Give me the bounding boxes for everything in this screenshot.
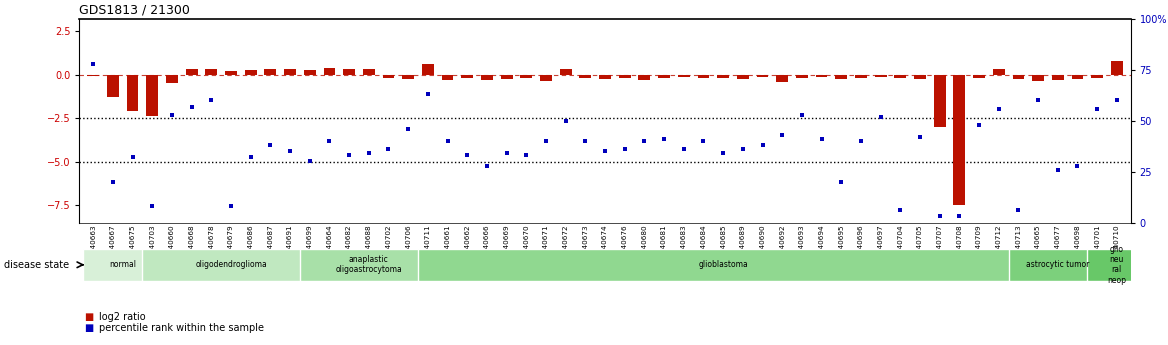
Bar bbox=[933, 75, 946, 127]
Bar bbox=[993, 69, 1004, 75]
Bar bbox=[481, 75, 493, 80]
Bar bbox=[1091, 75, 1103, 78]
Text: glioblastoma: glioblastoma bbox=[698, 260, 748, 269]
FancyBboxPatch shape bbox=[418, 249, 1028, 280]
Bar bbox=[1111, 61, 1122, 75]
Bar bbox=[835, 75, 847, 79]
Text: GDS1813 / 21300: GDS1813 / 21300 bbox=[79, 3, 190, 17]
Bar bbox=[521, 75, 533, 78]
Bar bbox=[383, 75, 395, 78]
Bar bbox=[245, 70, 257, 75]
Bar bbox=[757, 75, 769, 77]
Bar bbox=[895, 75, 906, 78]
Bar bbox=[284, 69, 296, 75]
Bar bbox=[264, 69, 277, 75]
FancyBboxPatch shape bbox=[300, 249, 438, 280]
Text: astrocytic tumor: astrocytic tumor bbox=[1027, 260, 1090, 269]
Bar bbox=[795, 75, 808, 78]
Bar bbox=[1013, 75, 1024, 79]
Bar bbox=[1033, 75, 1044, 81]
FancyBboxPatch shape bbox=[1087, 249, 1146, 280]
Bar bbox=[639, 75, 651, 80]
Bar bbox=[1071, 75, 1084, 79]
Bar bbox=[166, 75, 178, 83]
Bar bbox=[579, 75, 591, 78]
Bar bbox=[402, 75, 415, 79]
Bar bbox=[304, 70, 315, 75]
Bar bbox=[559, 69, 571, 75]
FancyBboxPatch shape bbox=[1009, 249, 1107, 280]
Bar bbox=[973, 75, 985, 78]
Bar bbox=[815, 75, 827, 77]
Text: disease state: disease state bbox=[4, 260, 69, 269]
Bar bbox=[206, 69, 217, 75]
Bar bbox=[225, 71, 237, 75]
Bar bbox=[146, 75, 158, 116]
Text: log2 ratio: log2 ratio bbox=[99, 313, 146, 322]
Bar bbox=[659, 75, 670, 78]
Bar bbox=[540, 75, 551, 81]
Bar bbox=[186, 69, 197, 75]
Bar bbox=[1052, 75, 1064, 80]
Text: glio
neu
ral
neop: glio neu ral neop bbox=[1107, 245, 1126, 285]
Text: ■: ■ bbox=[84, 323, 93, 333]
Bar bbox=[737, 75, 749, 79]
Bar bbox=[343, 69, 355, 75]
Bar bbox=[915, 75, 926, 79]
Text: normal: normal bbox=[110, 260, 137, 269]
Bar bbox=[442, 75, 453, 80]
Text: anaplastic
oligoastrocytoma: anaplastic oligoastrocytoma bbox=[335, 255, 402, 275]
Bar bbox=[777, 75, 788, 82]
FancyBboxPatch shape bbox=[83, 249, 162, 280]
Bar bbox=[88, 75, 99, 76]
Bar bbox=[126, 75, 139, 111]
Bar bbox=[717, 75, 729, 78]
Bar bbox=[619, 75, 631, 78]
Bar bbox=[953, 75, 965, 205]
Bar bbox=[875, 75, 887, 77]
Bar bbox=[324, 68, 335, 75]
FancyBboxPatch shape bbox=[142, 249, 320, 280]
Bar bbox=[697, 75, 709, 78]
Text: ■: ■ bbox=[84, 313, 93, 322]
Text: oligodendroglioma: oligodendroglioma bbox=[195, 260, 266, 269]
Bar bbox=[501, 75, 513, 79]
Bar bbox=[461, 75, 473, 78]
Text: percentile rank within the sample: percentile rank within the sample bbox=[99, 323, 264, 333]
Bar bbox=[677, 75, 689, 77]
Bar bbox=[363, 69, 375, 75]
Bar bbox=[855, 75, 867, 78]
Bar bbox=[107, 75, 119, 97]
Bar bbox=[422, 64, 433, 75]
Bar bbox=[599, 75, 611, 79]
